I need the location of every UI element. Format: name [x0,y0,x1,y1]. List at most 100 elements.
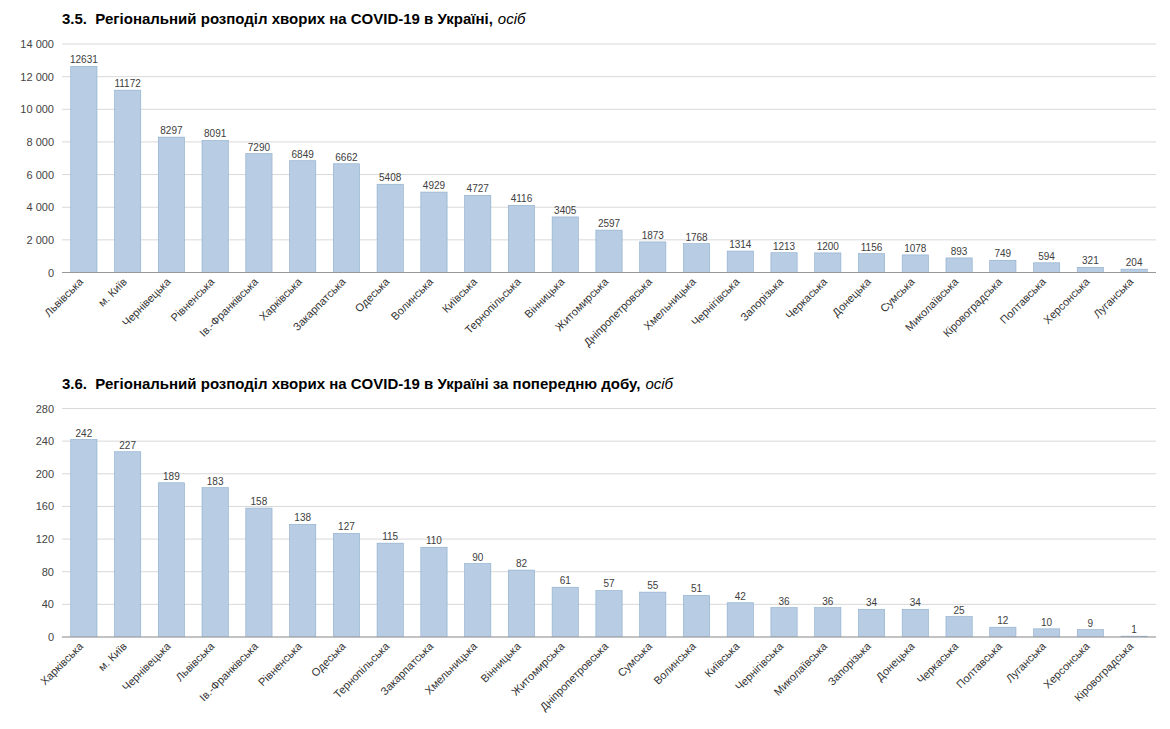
x-tick-label: Луганська [1003,639,1048,684]
data-label: 3405 [554,205,577,216]
x-tick-label: Волинська [389,275,436,322]
data-label: 6849 [292,149,315,160]
data-label: 55 [647,580,659,591]
data-label: 893 [951,246,968,257]
x-axis-line [62,272,1156,273]
x-tick-label: Чернівецька [120,275,174,329]
title-unit: осіб [498,10,526,27]
x-tick-label: Львівська [42,275,86,319]
data-label: 34 [910,597,922,608]
bar [990,260,1016,272]
title: 3.5. Регіональний розподіл хворих на COV… [62,10,526,27]
grid-line [62,109,1156,110]
bar [333,533,359,637]
x-tick-label: Полтавська [954,639,1005,690]
x-tick-label: Волинська [651,639,698,686]
x-tick-label: Сумська [878,275,918,315]
x-tick-label: Ів.-Франківська [197,639,261,703]
bar [421,192,447,272]
y-tick-label: 240 [36,435,54,447]
y-tick-label: 6 000 [26,169,54,181]
bar [596,230,622,272]
y-tick-label: 200 [36,468,54,480]
data-label: 1 [1131,624,1137,635]
data-label: 1156 [861,242,883,253]
x-tick-label: Харківська [38,639,86,687]
bar [640,242,666,273]
data-label: 1200 [817,241,840,252]
x-tick-label: Чернігівська [689,275,742,328]
y-tick-label: 2 000 [26,234,54,246]
x-tick-label: Київська [702,639,742,679]
title: 3.6. Регіональний розподіл хворих на COV… [62,375,674,392]
x-tick-label: Кіровоградська [1072,639,1136,703]
y-tick-label: 80 [42,566,54,578]
x-tick-label: Закарпатська [290,275,348,333]
x-tick-label: Черкаська [783,275,830,322]
bar [158,137,184,272]
bar [115,90,141,272]
x-tick-label: м. Київ [96,275,129,308]
x-tick-label: Рівненська [256,639,305,688]
data-label: 1078 [904,243,927,254]
x-tick-label: Ів.-Франківська [197,275,261,339]
data-label: 5408 [379,172,402,183]
data-label: 1314 [729,239,752,250]
data-label: 34 [866,597,878,608]
data-label: 204 [1126,257,1143,268]
bar [902,609,928,637]
y-tick-label: 0 [48,631,54,643]
data-label: 4727 [467,183,490,194]
data-label: 138 [294,512,311,523]
bar [1033,629,1059,637]
data-label: 36 [822,596,834,607]
data-label: 51 [691,583,703,594]
x-tick-label: Донецька [874,639,918,683]
data-label: 115 [382,531,398,542]
x-tick-label: м. Київ [96,640,129,673]
x-tick-label: Вінницька [522,275,567,320]
data-label: 110 [426,535,442,546]
data-label: 2597 [598,218,621,229]
x-tick-label: Харківська [257,275,305,323]
bar [508,205,534,272]
y-tick-label: 8 000 [26,136,54,148]
bar [465,195,491,272]
bar [858,254,884,273]
grid-line [62,76,1156,77]
bar [815,608,841,637]
bar [290,161,316,273]
x-tick-label: Чернівецька [120,639,174,693]
bar [508,570,534,637]
bar [246,508,272,637]
data-label: 158 [251,496,268,507]
x-tick-label: Запорізька [825,639,873,687]
x-tick-label: Київська [440,275,480,315]
data-label: 7290 [248,142,271,153]
data-label: 9 [1088,618,1094,629]
data-label: 749 [994,248,1011,259]
x-tick-label: Хмельницька [641,275,698,332]
bar [290,524,316,637]
bar [683,244,709,273]
data-label: 227 [119,440,136,451]
bar [333,164,359,273]
x-tick-label: Вінницька [478,639,523,684]
data-label: 189 [163,471,180,482]
bar [946,617,972,637]
title-unit: осіб [645,375,673,392]
data-label: 127 [338,521,355,532]
y-tick-label: 4 000 [26,201,54,213]
x-tick-label: Дніпропетровська [581,275,655,349]
grid-line [62,637,1156,638]
bar [771,253,797,273]
bar [202,488,228,637]
data-label: 42 [735,591,747,602]
chart: 3.6. Регіональний розподіл хворих на COV… [36,375,1156,713]
data-label: 90 [472,552,484,563]
data-label: 25 [954,605,966,616]
x-tick-label: Тернопільська [462,275,523,336]
x-tick-label: Одеська [309,639,349,679]
y-tick-label: 280 [36,403,54,415]
x-tick-label: Миколаївська [771,639,829,697]
